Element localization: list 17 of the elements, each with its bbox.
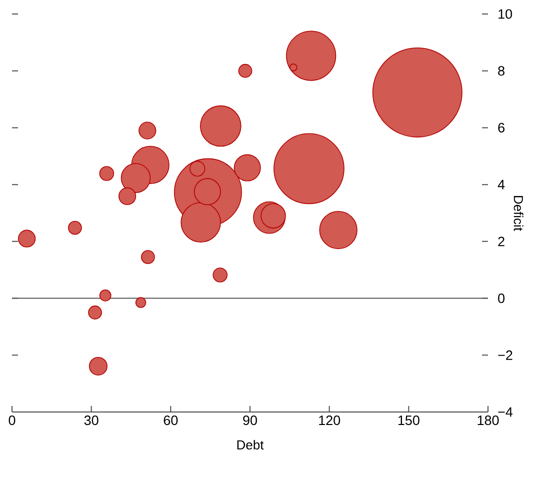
y-tick-label: 8 bbox=[498, 66, 504, 76]
y-tick-label: −2 bbox=[498, 350, 512, 360]
x-tick-label: 180 bbox=[478, 416, 499, 426]
y-tick-label: 10 bbox=[498, 9, 512, 19]
x-axis-title: Debt bbox=[237, 440, 264, 450]
y-tick-label: −4 bbox=[498, 407, 513, 417]
y-tick-label: 0 bbox=[498, 294, 505, 304]
x-tick-label: 90 bbox=[243, 416, 257, 426]
x-tick-label: 30 bbox=[84, 416, 98, 426]
x-tick-label: 0 bbox=[8, 416, 16, 426]
y-tick-label: 2 bbox=[498, 236, 504, 246]
x-tick-label: 60 bbox=[164, 416, 178, 426]
y-tick-label: 4 bbox=[498, 180, 505, 190]
x-tick-label: 120 bbox=[319, 416, 340, 426]
x-tick-label: 150 bbox=[398, 416, 420, 426]
y-tick-label: 6 bbox=[498, 122, 504, 132]
y-axis-title: Deficit bbox=[514, 196, 524, 231]
